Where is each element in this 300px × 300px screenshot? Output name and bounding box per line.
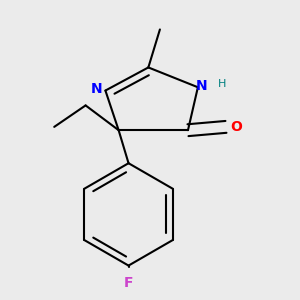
Text: N: N xyxy=(90,82,102,96)
Text: N: N xyxy=(196,79,208,93)
Text: H: H xyxy=(218,79,226,89)
Text: O: O xyxy=(231,120,242,134)
Text: F: F xyxy=(124,276,133,290)
